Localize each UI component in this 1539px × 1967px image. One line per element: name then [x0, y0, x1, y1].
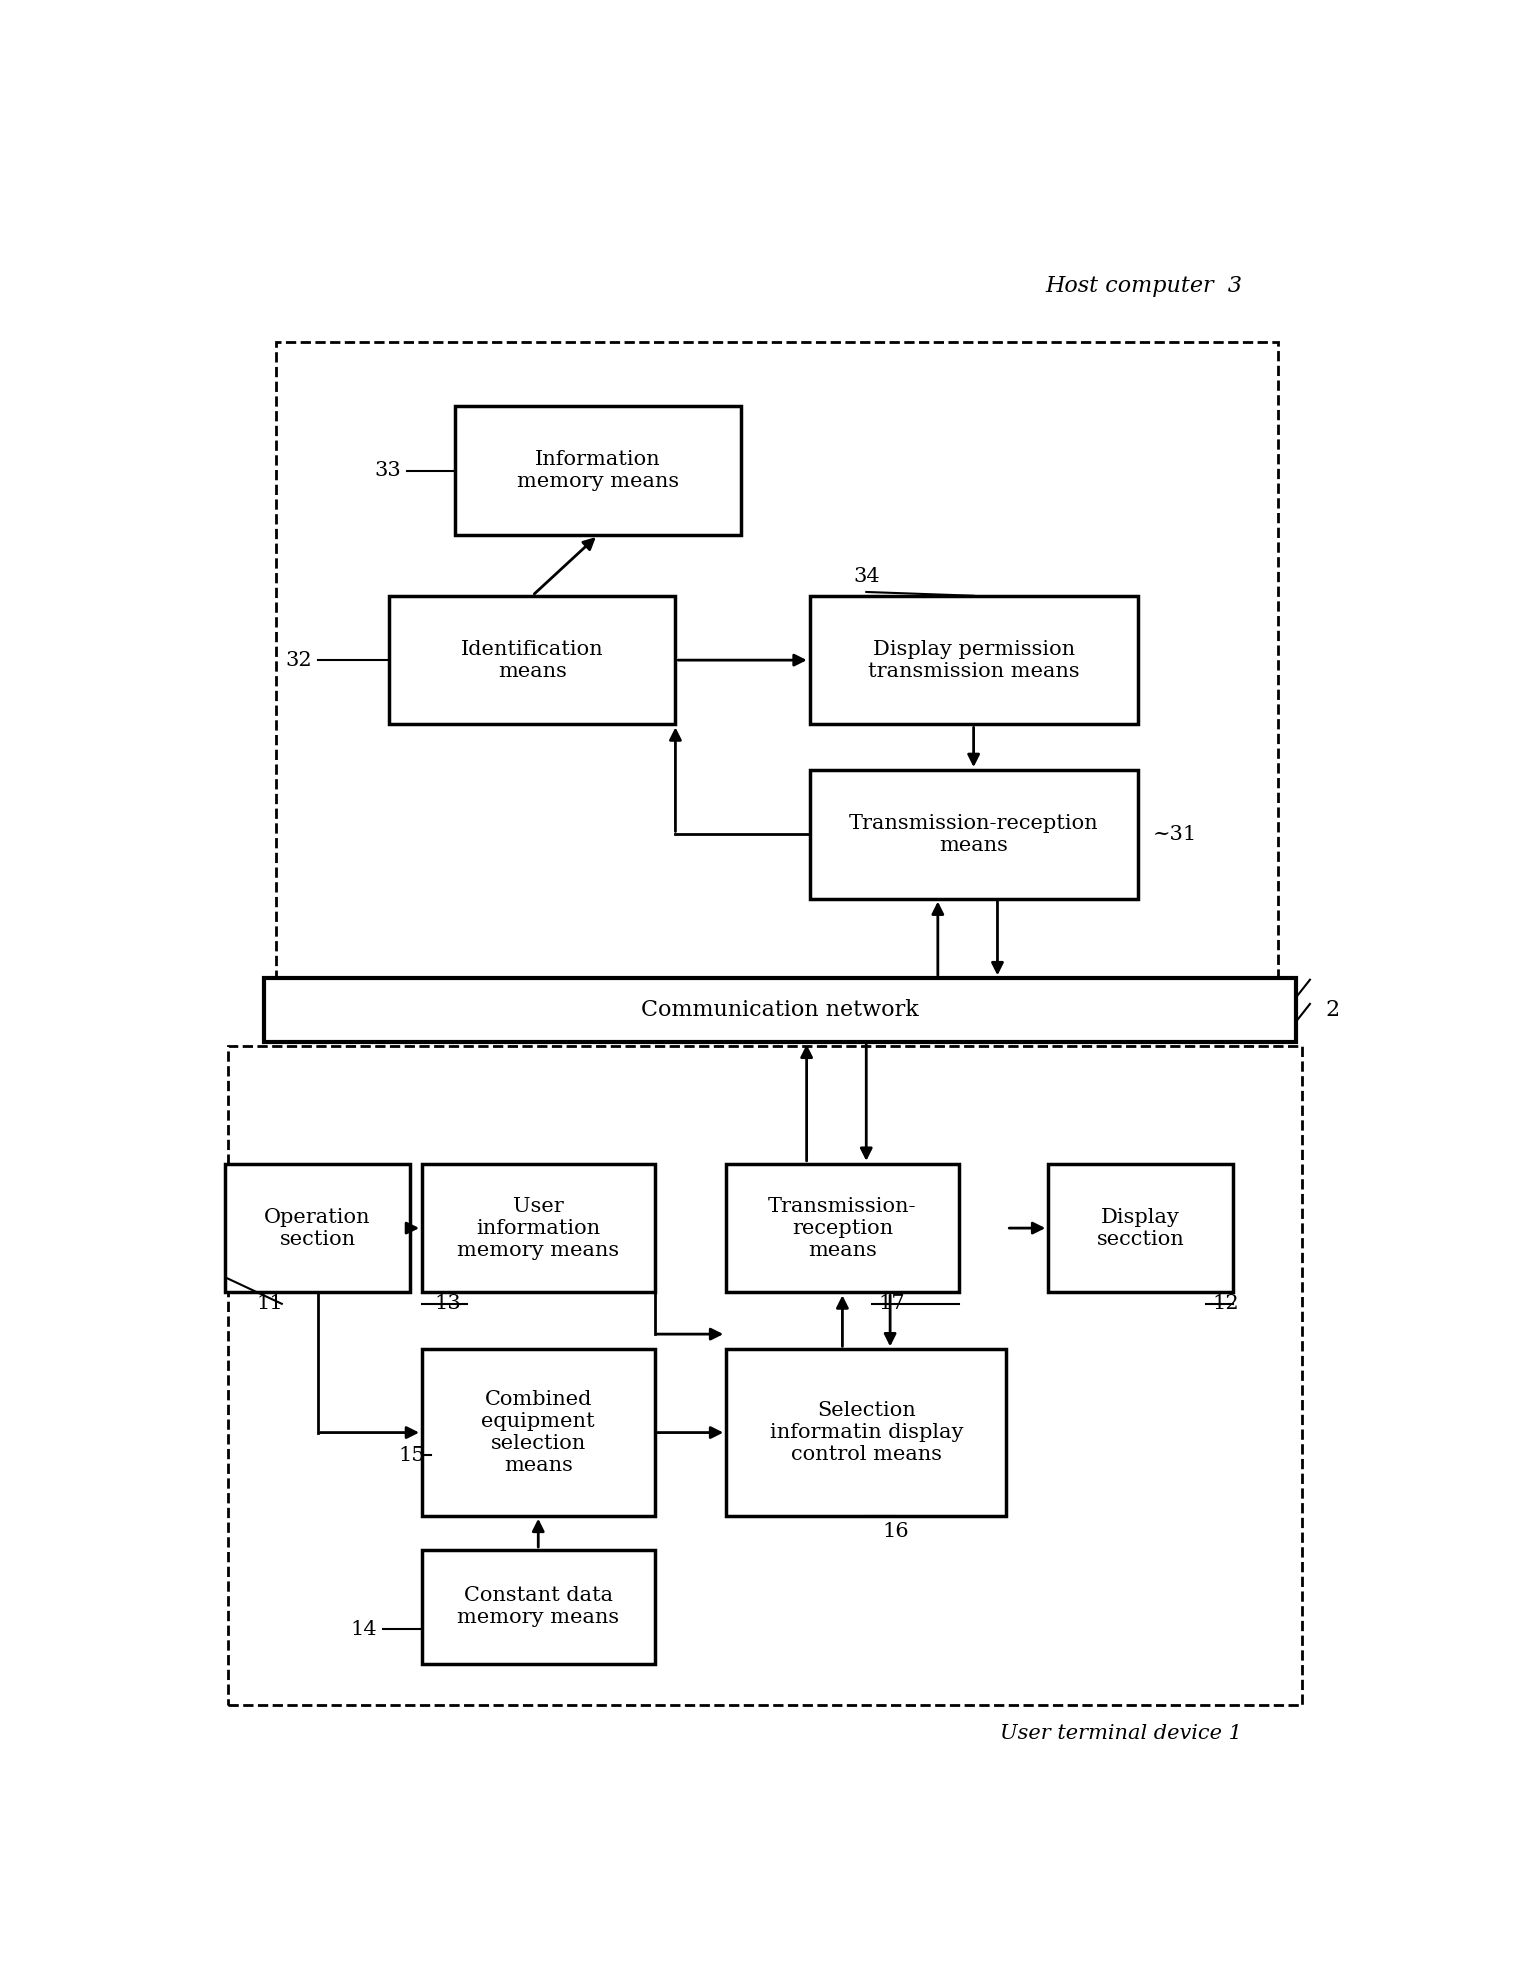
- Text: User
information
memory means: User information memory means: [457, 1196, 619, 1259]
- Text: Communication network: Communication network: [640, 999, 919, 1021]
- FancyBboxPatch shape: [810, 596, 1137, 724]
- Text: Transmission-reception
means: Transmission-reception means: [850, 814, 1099, 856]
- Text: User terminal device 1: User terminal device 1: [1000, 1723, 1242, 1743]
- Text: 11: 11: [257, 1294, 283, 1314]
- Text: 2: 2: [1325, 999, 1339, 1021]
- FancyBboxPatch shape: [422, 1349, 654, 1517]
- FancyBboxPatch shape: [810, 769, 1137, 899]
- FancyBboxPatch shape: [389, 596, 676, 724]
- Text: Display
secction: Display secction: [1097, 1208, 1185, 1249]
- FancyBboxPatch shape: [422, 1164, 654, 1292]
- Text: ~31: ~31: [1153, 824, 1197, 844]
- Text: 33: 33: [374, 462, 402, 480]
- FancyBboxPatch shape: [225, 1164, 409, 1292]
- Text: Combined
equipment
selection
means: Combined equipment selection means: [482, 1391, 596, 1475]
- Text: Host computer  3: Host computer 3: [1045, 275, 1242, 297]
- Text: 14: 14: [351, 1621, 377, 1639]
- Text: 13: 13: [434, 1294, 460, 1314]
- Text: Operation
section: Operation section: [265, 1208, 371, 1249]
- Text: Identification
means: Identification means: [462, 639, 603, 681]
- Text: Display permission
transmission means: Display permission transmission means: [868, 639, 1079, 681]
- Text: Information
memory means: Information memory means: [517, 450, 679, 492]
- FancyBboxPatch shape: [1048, 1164, 1233, 1292]
- Text: Selection
informatin display
control means: Selection informatin display control mea…: [770, 1401, 963, 1463]
- Text: Constant data
memory means: Constant data memory means: [457, 1585, 619, 1627]
- Text: 34: 34: [853, 566, 880, 586]
- Text: Transmission-
reception
means: Transmission- reception means: [768, 1196, 917, 1259]
- FancyBboxPatch shape: [265, 978, 1296, 1043]
- Text: 12: 12: [1213, 1294, 1239, 1314]
- FancyBboxPatch shape: [726, 1349, 1007, 1517]
- Text: 15: 15: [399, 1446, 425, 1465]
- FancyBboxPatch shape: [422, 1550, 654, 1664]
- FancyBboxPatch shape: [726, 1164, 959, 1292]
- Text: 16: 16: [883, 1522, 910, 1540]
- Text: 32: 32: [285, 651, 311, 669]
- FancyBboxPatch shape: [456, 407, 742, 535]
- Text: 17: 17: [879, 1294, 905, 1314]
